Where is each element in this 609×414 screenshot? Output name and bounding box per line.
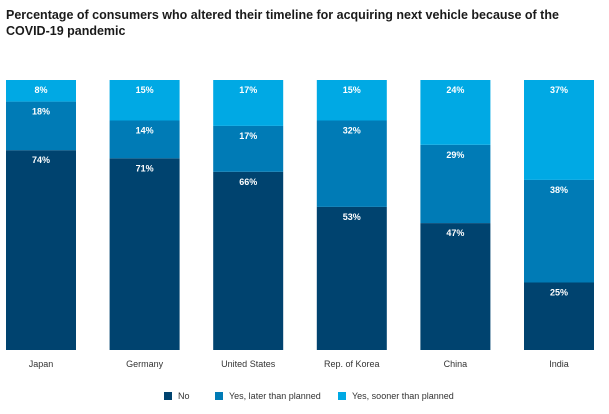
bar-segment [109,158,180,350]
bar-segment [6,101,76,151]
legend-item-no: No [164,391,190,401]
legend-item-later: Yes, later than planned [215,391,321,401]
bar-value-label: 14% [136,126,154,136]
bar-segment [524,80,594,180]
bar-segment [109,80,180,121]
legend: No Yes, later than planned Yes, sooner t… [0,391,609,405]
bar-segment [213,171,284,350]
bar-segment [213,80,284,126]
bar-value-label: 17% [239,85,257,95]
bar-segment [316,206,387,350]
bar-value-label: 47% [446,228,464,238]
bar-value-label: 8% [34,85,47,95]
bar-value-label: 32% [343,126,361,136]
bar-value-label: 18% [32,107,50,117]
legend-swatch-sooner [338,392,346,400]
legend-swatch-no [164,392,172,400]
bar-value-label: 37% [550,85,568,95]
bar-value-label: 15% [343,85,361,95]
category-label: Rep. of Korea [324,359,380,369]
bar-value-label: 25% [550,288,568,298]
legend-label-later: Yes, later than planned [229,391,321,401]
category-label: United States [221,359,276,369]
bar-value-label: 71% [136,163,154,173]
bar-value-label: 24% [446,85,464,95]
bar-segment [6,150,76,350]
chart-title: Percentage of consumers who altered thei… [6,8,559,38]
legend-item-sooner: Yes, sooner than planned [338,391,454,401]
category-label: India [549,359,569,369]
bar-value-label: 53% [343,212,361,222]
legend-swatch-later [215,392,223,400]
bar-value-label: 74% [32,155,50,165]
bar-segment [316,120,387,207]
bar-value-label: 38% [550,185,568,195]
category-label: Japan [29,359,54,369]
category-label: China [444,359,468,369]
bar-value-label: 66% [239,177,257,187]
bar-value-label: 29% [446,150,464,160]
bar-value-label: 17% [239,131,257,141]
bar-segment [524,282,594,350]
bar-segment [420,144,491,224]
bar-value-label: 15% [136,85,154,95]
bar-segment [316,80,387,121]
category-label: Germany [126,359,164,369]
bar-segment [524,179,594,283]
bar-segment [109,120,180,159]
bar-segment [6,80,76,102]
legend-label-sooner: Yes, sooner than planned [352,391,454,401]
legend-label-no: No [178,391,190,401]
bar-segment [420,80,491,145]
bar-segment [420,223,491,350]
bar-segment [213,125,284,172]
